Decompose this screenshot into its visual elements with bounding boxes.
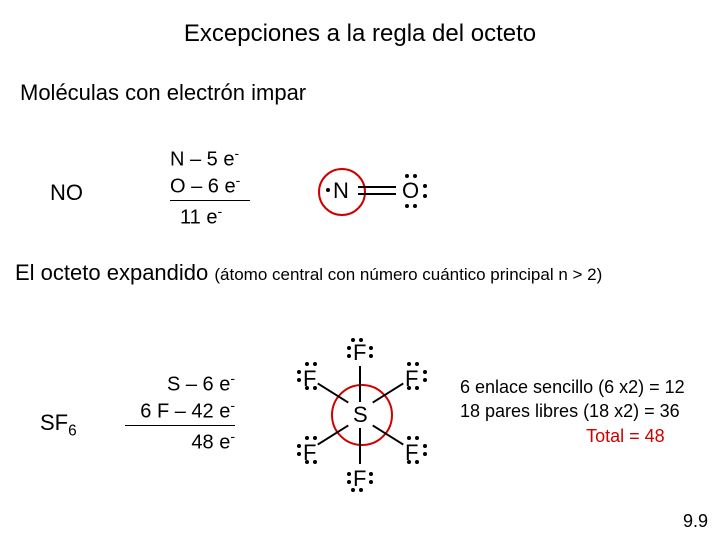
rhs-line3: Total = 48 — [460, 424, 685, 448]
rhs-line1: 6 enlace sencillo (6 x2) = 12 — [460, 375, 685, 399]
f-dot — [313, 386, 317, 390]
sf6-right-calc: 6 enlace sencillo (6 x2) = 12 18 pares l… — [460, 375, 685, 448]
no-dot — [405, 204, 409, 208]
no-lewis-diagram: N O — [310, 160, 450, 220]
f-dot — [347, 346, 351, 350]
no-dot-n — [326, 188, 330, 192]
sf6-bond — [359, 366, 361, 402]
f-dot — [305, 386, 309, 390]
sf6-calc-rule — [125, 425, 235, 426]
section1-heading: Moléculas con electrón impar — [20, 80, 306, 106]
f-dot — [297, 378, 301, 382]
no-atom-n: N — [333, 178, 349, 204]
f-dot — [407, 362, 411, 366]
page-title: Excepciones a la regla del octeto — [0, 20, 720, 48]
f-dot — [347, 480, 351, 484]
f-dot — [297, 452, 301, 456]
f-dot — [347, 472, 351, 476]
section2-paren: (átomo central con número cuántico princ… — [214, 265, 602, 284]
f-dot — [415, 386, 419, 390]
f-dot — [407, 460, 411, 464]
sf6-calc-s: S – 6 e — [167, 374, 230, 396]
sf6-label-main: SF — [40, 410, 68, 435]
f-dot — [423, 444, 427, 448]
sf6-calc-total: 48 e — [191, 432, 230, 454]
sf6-electron-calc: S – 6 e- 6 F – 42 e- 48 e- — [125, 370, 235, 455]
no-calc-n: N – 5 e — [170, 149, 234, 171]
f-dot — [407, 436, 411, 440]
f-dot — [297, 370, 301, 374]
no-atom-o: O — [402, 178, 419, 204]
sf6-molecule-label: SF6 — [40, 410, 77, 440]
rhs-line2: 18 pares libres (18 x2) = 36 — [460, 399, 685, 423]
f-dot — [423, 378, 427, 382]
f-dot — [369, 480, 373, 484]
f-dot — [313, 460, 317, 464]
page-number: 9.9 — [683, 511, 708, 532]
f-dot — [313, 362, 317, 366]
f-dot — [407, 386, 411, 390]
f-dot — [351, 488, 355, 492]
sf6-lewis-diagram: S F F F F F F — [275, 330, 445, 500]
no-dot — [405, 174, 409, 178]
f-dot — [347, 354, 351, 358]
no-bond-bot — [358, 193, 396, 195]
no-electron-calc: N – 5 e- O – 6 e- 11 e- — [170, 145, 250, 230]
f-dot — [369, 472, 373, 476]
no-molecule-label: NO — [50, 180, 83, 206]
sf6-atom-s: S — [353, 402, 368, 428]
f-dot — [297, 444, 301, 448]
no-calc-o: O – 6 e — [170, 175, 236, 197]
f-dot — [369, 346, 373, 350]
f-dot — [305, 460, 309, 464]
sf6-bond — [359, 428, 361, 464]
f-dot — [313, 436, 317, 440]
no-calc-rule — [170, 200, 250, 201]
section2-heading: El octeto expandido (átomo central con n… — [15, 260, 602, 286]
sf6-atom-f-top: F — [353, 340, 366, 366]
section2-main: El octeto expandido — [15, 260, 208, 285]
f-dot — [359, 488, 363, 492]
no-calc-total: 11 e — [180, 207, 217, 229]
f-dot — [305, 362, 309, 366]
f-dot — [423, 370, 427, 374]
f-dot — [359, 338, 363, 342]
no-dot — [413, 174, 417, 178]
f-dot — [305, 436, 309, 440]
no-dot — [413, 204, 417, 208]
f-dot — [415, 362, 419, 366]
no-dot — [423, 194, 427, 198]
sf6-calc-f: 6 F – 42 e — [140, 400, 230, 422]
no-bond-top — [358, 186, 396, 188]
f-dot — [415, 436, 419, 440]
f-dot — [369, 354, 373, 358]
f-dot — [415, 460, 419, 464]
f-dot — [423, 452, 427, 456]
sf6-label-sub: 6 — [68, 422, 77, 439]
f-dot — [351, 338, 355, 342]
no-dot — [423, 184, 427, 188]
